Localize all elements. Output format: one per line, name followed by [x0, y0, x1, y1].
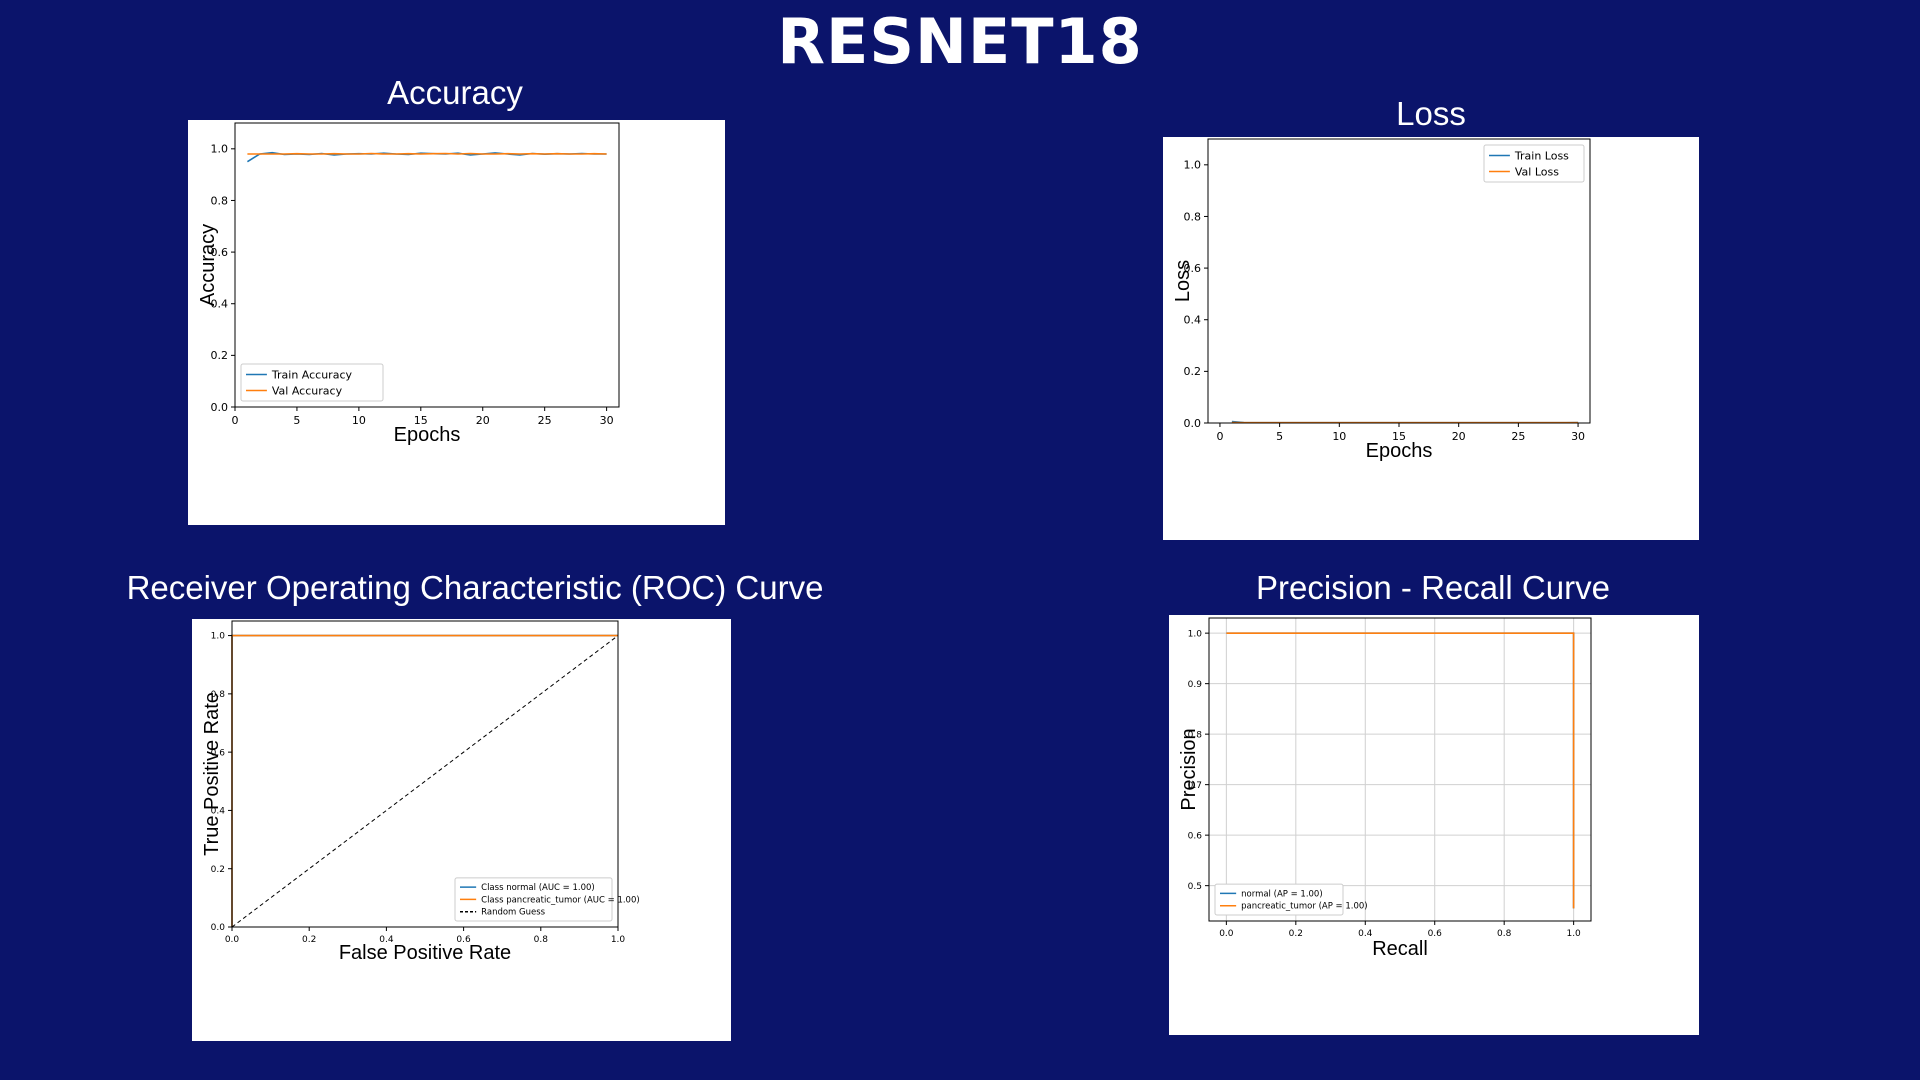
- roc-chart: 0.0 0.2 0.4 0.6 0.8 1.0 0.0 0.2 0.4 0.6 0.8 1.0 Fals…: [201, 620, 640, 964]
- y-tick-label: 1.0: [211, 632, 226, 642]
- legend-label: normal (AP = 1.00): [1241, 889, 1323, 899]
- legend-label: pancreatic_tumor (AP = 1.00): [1241, 902, 1367, 912]
- legend-box: [1483, 144, 1585, 183]
- series-line-1: [1226, 632, 1575, 909]
- loss-chart-card: 0 5 10 15 20 25 30 0.0 0.2 0.4 0.6 0.8 1.0 Epochs Loss…: [1163, 137, 1699, 540]
- x-tick-label: 0.0: [225, 935, 240, 945]
- x-tick-label: 1.0: [1566, 929, 1581, 939]
- y-tick-label: 0.2: [211, 865, 225, 875]
- pr-chart-card: 0.0 0.2 0.4 0.6 0.8 1.0 0.5 0.6 0.7 0.8 0.9 1.0 Reca…: [1169, 615, 1699, 1035]
- x-tick-label: 15: [1392, 430, 1406, 443]
- roc-heading: Receiver Operating Characteristic (ROC) …: [126, 569, 824, 606]
- x-tick-label: 30: [1571, 430, 1585, 443]
- x-tick-label: 30: [600, 414, 614, 427]
- y-axis-label: Loss: [1172, 260, 1194, 302]
- legend-label: Random Guess: [481, 908, 546, 918]
- x-tick-label: 10: [1332, 430, 1346, 443]
- accuracy-chart-card: 0 5 10 15 20 25 30 0.0 0.2 0.4 0.6 0.8 1.0 Epochs Accu…: [188, 120, 725, 525]
- page-title: RESNET18: [777, 5, 1143, 78]
- plot-frame: [1208, 617, 1592, 922]
- x-tick-label: 0: [232, 414, 239, 427]
- y-tick-label: 0.2: [211, 349, 229, 362]
- y-tick-label: 0.2: [1184, 365, 1202, 378]
- x-tick-label: 0.6: [1428, 929, 1443, 939]
- x-tick-label: 25: [538, 414, 552, 427]
- x-axis-label: Epochs: [1366, 440, 1433, 462]
- y-tick-label: 0.0: [211, 401, 229, 414]
- x-tick-label: 1.0: [611, 935, 626, 945]
- y-tick-label: 0.4: [211, 298, 229, 311]
- y-tick-label: 0.7: [1188, 781, 1202, 791]
- y-tick-label: 1.0: [1184, 159, 1202, 172]
- y-tick-label: 1.0: [211, 143, 229, 156]
- series-line-1: [247, 152, 607, 155]
- x-tick-label: 0.2: [1289, 929, 1303, 939]
- loss-chart: 0 5 10 15 20 25 30 0.0 0.2 0.4 0.6 0.8 1.0 Epochs Loss…: [1172, 138, 1591, 462]
- x-tick-label: 25: [1511, 430, 1525, 443]
- y-tick-label: 0.0: [1184, 417, 1202, 430]
- plot-frame: [234, 122, 620, 408]
- x-axis-label: Recall: [1372, 938, 1428, 960]
- accuracy-heading: Accuracy: [387, 74, 523, 111]
- x-tick-label: 5: [293, 414, 300, 427]
- x-tick-label: 15: [414, 414, 428, 427]
- legend-label: Val Loss: [1515, 165, 1559, 178]
- y-tick-label: 0.6: [1188, 831, 1203, 841]
- pr-chart: 0.0 0.2 0.4 0.6 0.8 1.0 0.5 0.6 0.7 0.8 0.9 1.0 Reca…: [1178, 617, 1592, 960]
- y-tick-label: 0.4: [1184, 314, 1202, 327]
- x-tick-label: 0.4: [379, 935, 394, 945]
- loss-heading: Loss: [1396, 95, 1466, 132]
- y-tick-label: 0.6: [1184, 262, 1202, 275]
- x-tick-label: 0.8: [1497, 929, 1512, 939]
- x-tick-label: 10: [352, 414, 366, 427]
- x-tick-label: 20: [1452, 430, 1466, 443]
- y-tick-label: 0.8: [211, 194, 229, 207]
- y-tick-label: 1.0: [1188, 629, 1203, 639]
- y-tick-label: 0.8: [1184, 210, 1202, 223]
- y-tick-label: 0.8: [1188, 730, 1203, 740]
- y-axis-label: Accuracy: [197, 224, 219, 306]
- x-axis-label: Epochs: [394, 424, 461, 446]
- legend-box: [240, 363, 384, 402]
- legend-box: [1214, 883, 1344, 916]
- legend-label: Train Accuracy: [271, 368, 353, 381]
- y-tick-label: 0.5: [1188, 882, 1202, 892]
- accuracy-chart: 0 5 10 15 20 25 30 0.0 0.2 0.4 0.6 0.8 1.0 Epochs Accu…: [197, 122, 620, 446]
- y-tick-label: 0.6: [211, 246, 229, 259]
- y-axis-label: True Positive Rate: [201, 692, 223, 856]
- y-tick-label: 0.4: [211, 807, 226, 817]
- x-tick-label: 0: [1216, 430, 1223, 443]
- x-tick-label: 20: [476, 414, 490, 427]
- y-tick-label: 0.0: [211, 923, 226, 933]
- y-tick-label: 0.6: [211, 748, 226, 758]
- plot-frame: [231, 620, 619, 928]
- x-tick-label: 0.4: [1358, 929, 1373, 939]
- legend-label: Val Accuracy: [272, 384, 343, 397]
- x-tick-label: 0.0: [1219, 929, 1234, 939]
- legend-label: Class normal (AUC = 1.00): [481, 883, 595, 893]
- x-tick-label: 0.8: [534, 935, 549, 945]
- x-tick-label: 5: [1276, 430, 1283, 443]
- pr-heading: Precision - Recall Curve: [1256, 569, 1610, 606]
- y-tick-label: 0.9: [1188, 680, 1203, 690]
- legend-label: Train Loss: [1514, 149, 1569, 162]
- series-line-2: [231, 635, 619, 928]
- y-axis-label: Precision: [1178, 728, 1200, 810]
- y-tick-label: 0.8: [211, 690, 226, 700]
- x-tick-label: 0.6: [456, 935, 471, 945]
- roc-chart-card: 0.0 0.2 0.4 0.6 0.8 1.0 0.0 0.2 0.4 0.6 0.8 1.0 Fals…: [192, 619, 731, 1041]
- x-tick-label: 0.2: [302, 935, 316, 945]
- x-axis-label: False Positive Rate: [339, 942, 511, 964]
- series-line-0: [1226, 632, 1575, 909]
- legend-box: [454, 877, 613, 922]
- legend-label: Class pancreatic_tumor (AUC = 1.00): [481, 895, 640, 905]
